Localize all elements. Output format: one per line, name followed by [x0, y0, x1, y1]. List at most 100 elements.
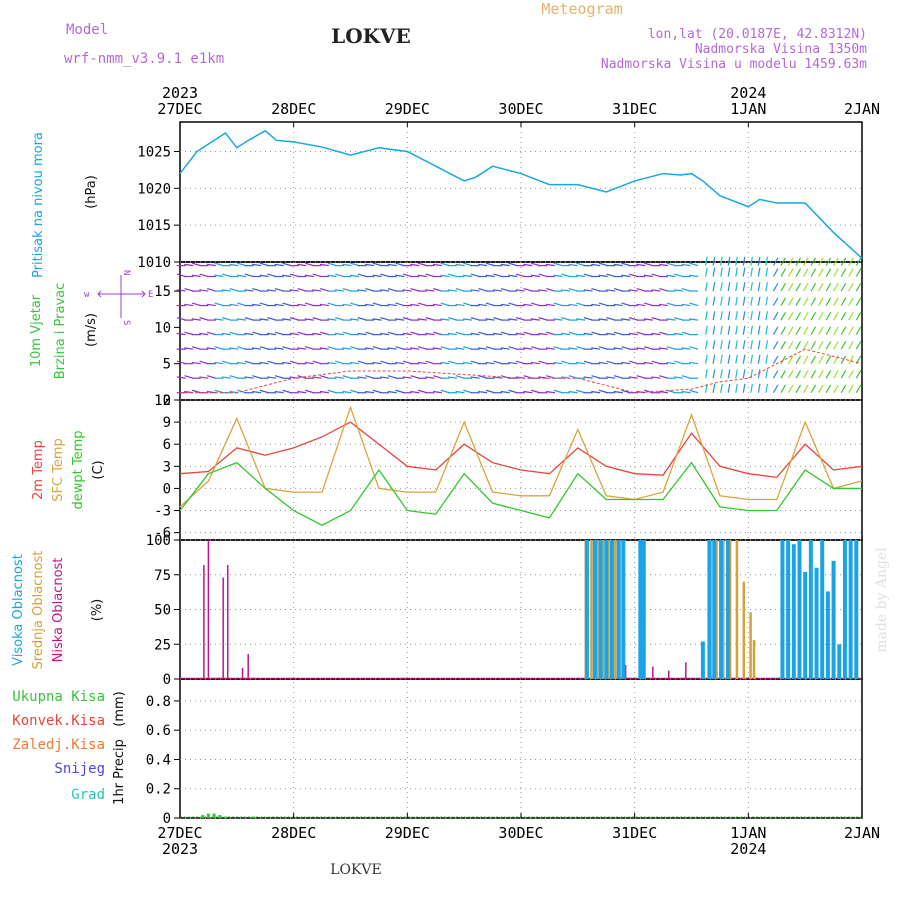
precip-bar: [223, 816, 227, 818]
wind-barb: [470, 376, 480, 379]
time-tick-top: 31DEC: [612, 100, 657, 118]
cloud-mid-bar: [715, 540, 718, 679]
wind-barb: [848, 297, 854, 306]
wind-barb: [765, 354, 769, 364]
wind-barb: [576, 361, 586, 365]
temp-ytick-label: -3: [154, 504, 171, 520]
wind-barb: [221, 376, 231, 379]
wind-barb: [199, 376, 209, 379]
wind-barb: [342, 390, 352, 394]
wind-barb: [199, 289, 209, 292]
wind-barb: [583, 376, 593, 379]
wind-barb: [833, 297, 839, 306]
cloud-low-bar: [222, 577, 224, 679]
cloud-high-bar: [638, 540, 643, 679]
wind-barb: [689, 361, 699, 365]
wind-barb: [818, 312, 824, 321]
wind-barb: [636, 263, 646, 267]
wind-barb: [289, 289, 299, 292]
wind-barb: [810, 257, 817, 266]
wind-barb: [840, 384, 847, 394]
cloud-mid-bar: [735, 540, 739, 679]
wind-barb: [735, 267, 738, 277]
wind-barb: [515, 289, 525, 292]
cloud-high-bar: [712, 540, 717, 679]
wind-barb: [372, 274, 382, 278]
cloud-high-bar: [592, 540, 597, 679]
wind-barb: [523, 263, 533, 267]
wind-barb: [304, 274, 314, 278]
wind-barb: [636, 303, 646, 307]
cloud-panel: Visoka Oblacnost Srednja Oblacnost Niska…: [11, 551, 105, 670]
wind-barb: [372, 361, 382, 365]
wind-barb: [184, 303, 194, 307]
precip-bar: [212, 813, 216, 818]
cloud-mid-bar: [728, 540, 732, 679]
wind-barb: [478, 347, 488, 350]
wind-barb: [795, 268, 802, 277]
wind-barb: [643, 274, 653, 278]
wind-barb: [538, 332, 548, 336]
wind-barb: [810, 370, 817, 379]
wind-dir-arrows-icon: [97, 275, 146, 318]
wind-barb: [840, 312, 847, 321]
cloud-high-bar: [825, 591, 830, 679]
wind-barb: [591, 390, 601, 394]
wind-barb: [432, 263, 442, 267]
year-bottom: 2023: [162, 840, 198, 858]
wind-barb: [463, 318, 473, 321]
wind-barb: [402, 332, 412, 336]
temperature-panel: 2m Temp SFC Temp dewpt Temp (C): [31, 430, 106, 509]
wind-barb: [621, 318, 631, 321]
wind-barb: [387, 303, 397, 307]
wind-barb: [493, 332, 503, 336]
wind-barb: [485, 318, 495, 321]
wind-barb: [591, 263, 601, 267]
wind-barb: [803, 297, 809, 306]
time-tick-bottom: 2JAN: [844, 824, 880, 842]
wind-barb: [651, 332, 661, 336]
wind-barb: [342, 347, 352, 350]
wind-barb: [319, 303, 329, 307]
wind-barb: [568, 303, 578, 307]
wind-barb: [765, 311, 769, 321]
wind-barb: [795, 326, 802, 335]
pressure-title: Pritisak na nivou mora: [31, 132, 46, 278]
wind-barb: [312, 376, 322, 379]
cloud-high-bar: [837, 644, 842, 679]
wind-barb: [628, 332, 638, 336]
wind-barb: [757, 256, 761, 266]
wind-barb: [772, 297, 779, 306]
precip-bar: [218, 815, 222, 818]
wind-barb: [689, 318, 699, 321]
wind-barb: [410, 303, 420, 307]
wind-barb: [833, 384, 839, 394]
time-tick-top: 1JAN: [730, 100, 766, 118]
wind-barb: [681, 303, 691, 307]
wind-barb: [229, 303, 239, 307]
wind-barb: [735, 256, 738, 266]
wind-barb: [840, 355, 847, 364]
cloud-low-bar: [668, 670, 670, 679]
temp-dewpt-line: [179, 461, 862, 526]
wind-barb: [267, 332, 277, 336]
axis-ticks: 1010101510201025051015-6-303691202550751…: [137, 122, 863, 827]
wind-barb: [825, 370, 832, 379]
cloud-high-bar: [848, 540, 853, 679]
wind-barb: [674, 332, 684, 336]
wind-barb: [666, 361, 676, 365]
cloud-high-bar: [719, 540, 724, 679]
wind-barb: [252, 347, 262, 350]
time-tick-top: 2JAN: [844, 100, 880, 118]
wind-barb: [787, 282, 794, 292]
wind-barb: [795, 282, 802, 292]
wind-barb: [735, 282, 738, 292]
precip-ytick-label: 0.4: [146, 752, 171, 768]
wind-barb: [705, 256, 708, 266]
wind-barb: [810, 312, 817, 321]
wind-barb: [500, 390, 510, 394]
wind-barb: [380, 289, 390, 292]
wind-barb: [757, 369, 761, 379]
time-tick-top: 29DEC: [385, 100, 430, 118]
